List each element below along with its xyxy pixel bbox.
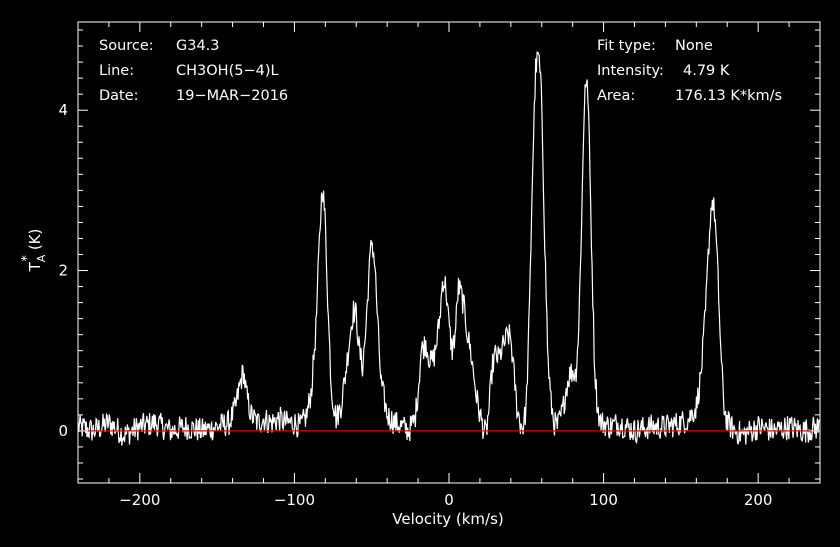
x-tick-label: 200 [744,491,773,509]
y-tick-label: 2 [58,262,68,280]
info-source-value: G34.3 [176,38,220,54]
x-axis-label: Velocity (km/s) [392,510,503,528]
spectrum-line [77,51,821,446]
y-axis-label-superscript: * [20,255,35,262]
info-panel-left: Source: G34.3 Line: CH3OH(5−4)L Date: 19… [99,38,288,104]
info-source-key: Source: [99,38,154,54]
info-intensity-key: Intensity: [597,63,664,79]
y-axis-label-unit: (K) [26,229,44,251]
x-tick-label: 100 [589,491,618,509]
info-date-value: 19−MAR−2016 [176,88,288,104]
info-line-value: CH3OH(5−4)L [176,63,279,79]
x-tick-label: −100 [274,491,315,509]
y-tick-label: 4 [58,101,68,119]
y-ticks-group: 0 2 4 [58,29,820,480]
y-axis-label-subscript: A [35,254,48,262]
info-panel-right: Fit type: None Intensity: 4.79 K Area: 1… [597,38,782,104]
info-line-key: Line: [99,63,134,79]
info-fit-type-value: None [675,38,713,54]
y-tick-label: 0 [58,422,68,440]
x-tick-label: −200 [119,491,160,509]
spectrum-line-group [77,51,821,446]
info-fit-type-key: Fit type: [597,38,656,54]
info-date-key: Date: [99,88,139,104]
x-tick-label: 0 [444,491,454,509]
info-area-key: Area: [597,88,635,104]
y-axis-label: TA* (K) [20,229,48,273]
y-axis-label-main: T [26,261,44,272]
y-axis-label-text: TA* (K) [20,229,48,273]
x-ticks-group: −200 −100 0 100 200 [77,22,821,509]
info-area-value: 176.13 K*km/s [675,88,782,104]
info-intensity-value: 4.79 K [683,63,730,79]
